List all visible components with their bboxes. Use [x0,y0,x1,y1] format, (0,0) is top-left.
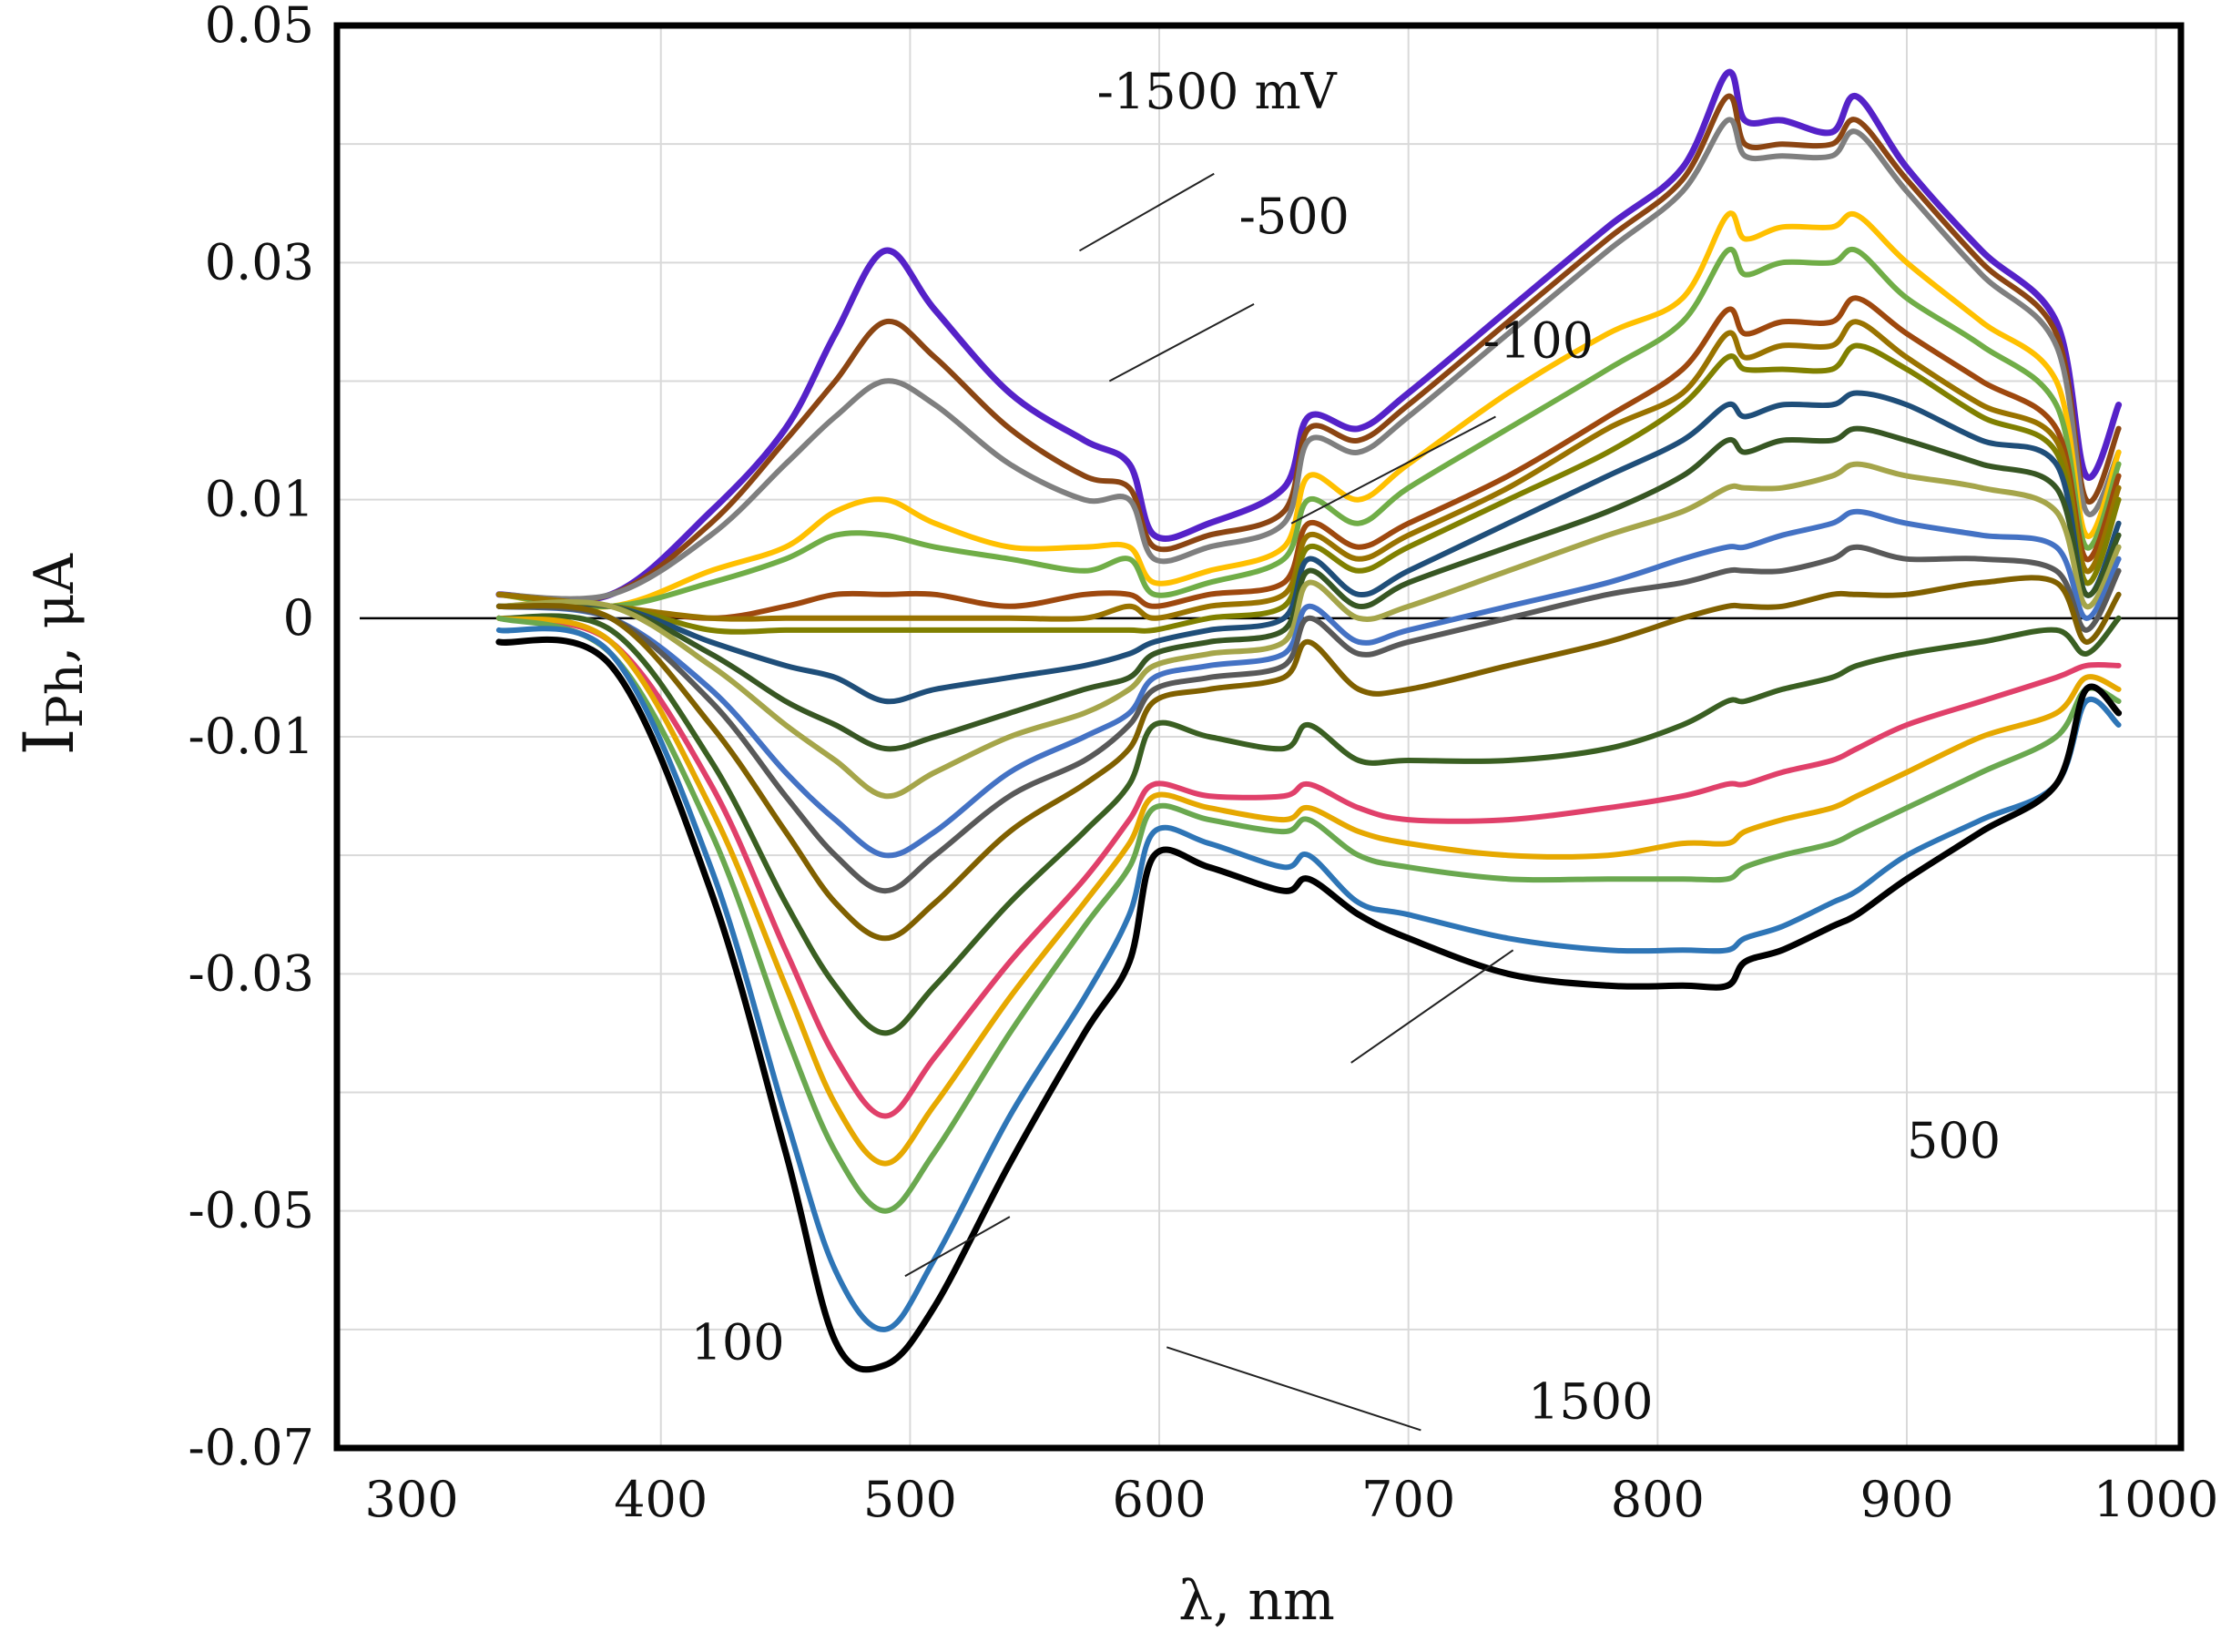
series-line-16 [495,615,2122,1167]
annotation-leader-5 [1166,1346,1421,1432]
y-tick-label: -0.05 [188,1182,314,1239]
y-axis-title-unit: , μA [23,553,87,663]
x-axis-title: λ, nm [1178,1569,1335,1633]
series-line-19 [495,636,2123,1373]
annotation-label-1: -500 [1239,188,1350,245]
series-line-15 [495,615,2122,1119]
x-tick-label: 400 [614,1471,708,1528]
series-line-4 [495,246,2122,610]
annotation-leader-0 [1078,172,1215,252]
series-line-1 [495,93,2122,603]
series-line-2 [495,117,2122,602]
plot-frame [333,22,2185,1452]
y-tick-label: 0 [283,589,314,647]
x-tick-label: 1000 [2093,1471,2218,1528]
x-tick-label: 900 [1859,1471,1953,1528]
y-tick-label: -0.07 [188,1419,314,1476]
tick-labels: 300 400 500 600 700 800 900 1000 0.05 0.03 0.01 0 -0… [188,0,2219,1528]
series-line-5 [495,295,2122,621]
x-tick-label: 600 [1113,1471,1207,1528]
y-tick-label: 0.05 [205,0,314,54]
series-line-14 [495,613,2122,1036]
series-line-13 [495,575,2122,942]
annotation-layer: -1500 mV -500 -100 500 100 1500 [691,63,2001,1432]
y-tick-label: -0.01 [188,708,314,765]
x-tick-label: 500 [863,1471,957,1528]
series-line-3 [495,210,2122,610]
annotation-leader-4 [904,1216,1011,1278]
annotation-label-5: 1500 [1528,1372,1653,1430]
series-line-0 [495,68,2123,605]
annotation-label-0: -1500 mV [1097,63,1338,120]
series-line-6 [495,319,2122,622]
annotation-label-4: 100 [691,1313,785,1371]
series-line-12 [495,544,2122,894]
series-line-17 [495,615,2122,1214]
series-line-7 [495,342,2122,635]
y-tick-label: 0.03 [205,233,314,291]
y-tick-label: 0.01 [205,471,314,528]
y-tick-label: -0.03 [188,944,314,1002]
series-line-11 [495,508,2122,859]
y-axis-title-main: I [8,729,89,756]
annotation-label-2: -100 [1483,311,1594,369]
series-line-18 [495,626,2122,1332]
series-line-8 [495,390,2122,705]
x-tick-label: 700 [1361,1471,1455,1528]
annotation-leader-2 [1290,415,1496,525]
series-line-10 [495,461,2122,800]
x-tick-label: 800 [1611,1471,1705,1528]
y-axis-title-subscript: Ph [36,663,94,728]
y-axis-title: IPh, μA [8,553,94,755]
annotation-leader-1 [1108,303,1255,382]
series-line-9 [495,425,2122,752]
series-layer [495,68,2123,1373]
x-tick-label: 300 [365,1471,459,1528]
annotation-leader-3 [1350,949,1514,1064]
annotation-label-3: 500 [1907,1112,2001,1169]
